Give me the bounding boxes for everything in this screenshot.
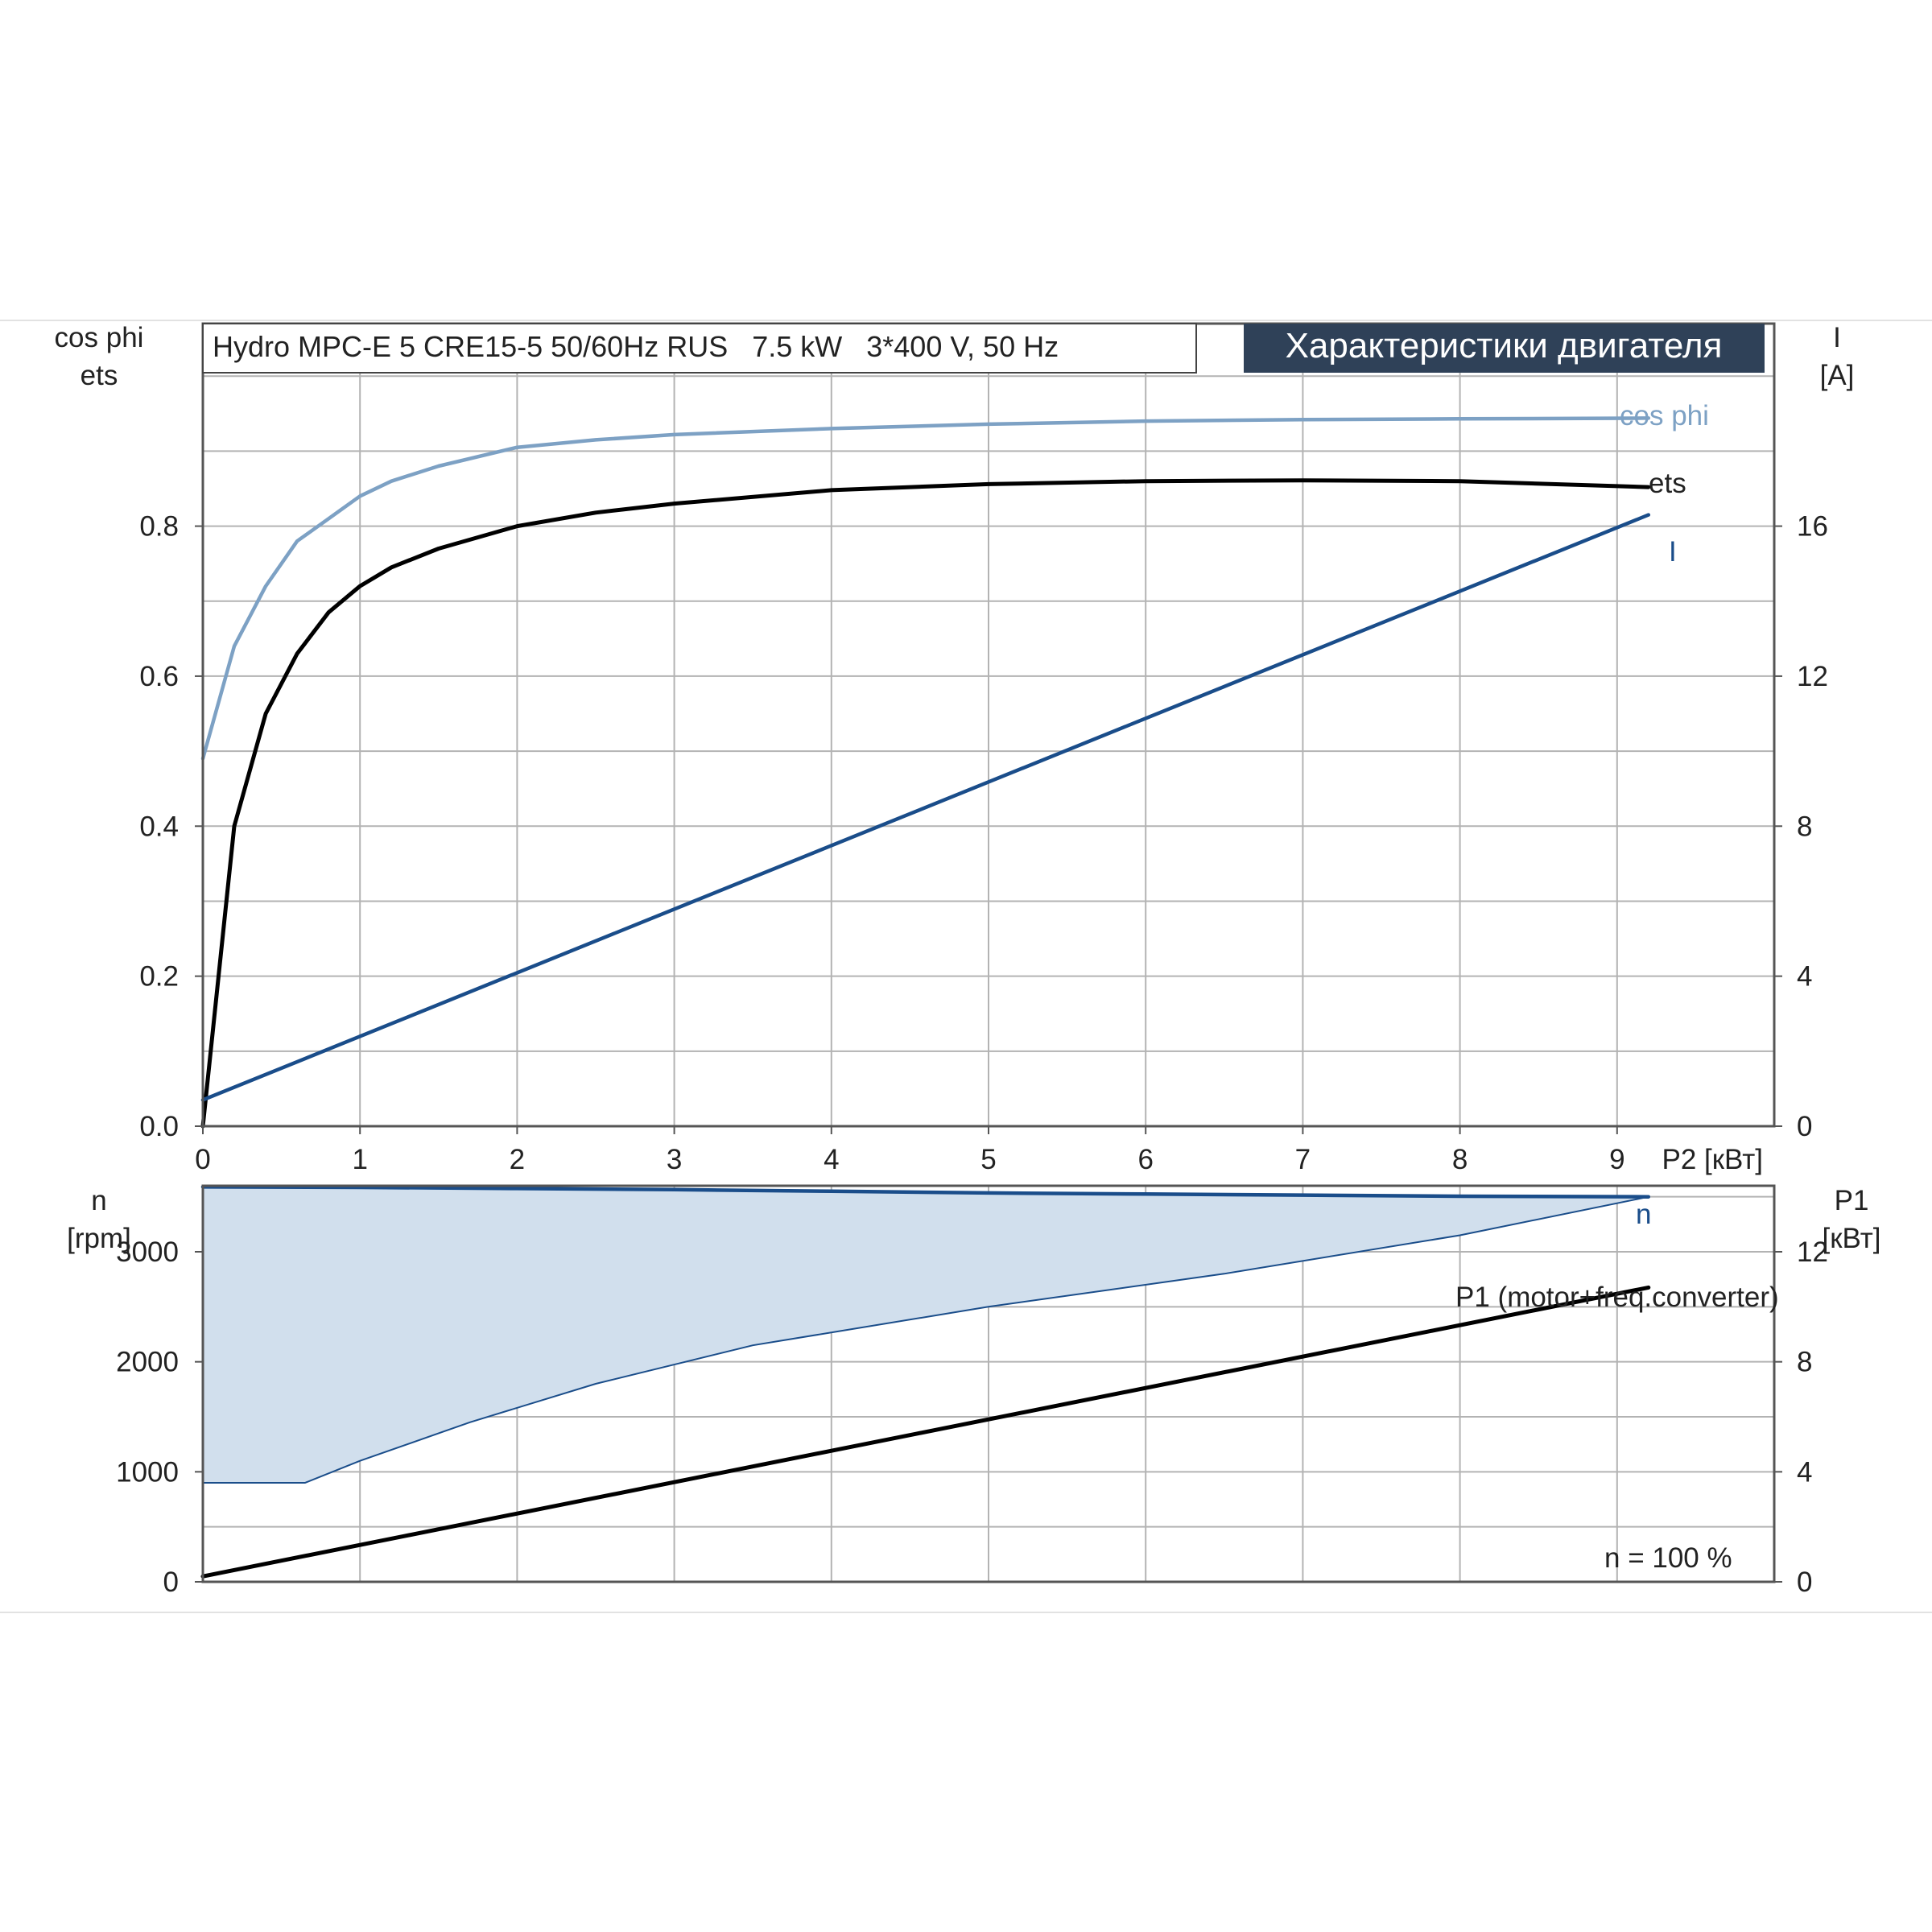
bottom-right-tick-label: 12 (1797, 1236, 1828, 1268)
top-left-tick-label: 0.4 (139, 811, 179, 842)
x-axis-tick-label: 1 (352, 1144, 367, 1175)
top-left-axis-label-ets: ets (80, 360, 118, 391)
x-axis-tick-label: 0 (195, 1144, 210, 1175)
x-axis-tick-label: 5 (980, 1144, 996, 1175)
x-axis-tick-label: 6 (1137, 1144, 1153, 1175)
section-title-box (1244, 324, 1765, 373)
x-axis-label: P2 [кВт] (1662, 1144, 1763, 1175)
top-right-tick-label: 0 (1797, 1111, 1812, 1142)
bottom-left-axis-unit: [rpm] (67, 1223, 131, 1254)
speed-series-label: n (1636, 1199, 1651, 1230)
cos-phi-line (200, 416, 1651, 761)
x-axis-tick-label: 9 (1609, 1144, 1624, 1175)
top-right-axis-unit: [A] (1820, 360, 1855, 391)
product-title: Hydro MPC-E 5 CRE15-5 50/60Hz RUS 7.5 kW… (213, 330, 1059, 363)
top-left-tick-label: 0.0 (139, 1111, 179, 1142)
bottom-chart-ticks: 0 1000 2000 3000 0 4 8 12 (116, 1236, 1828, 1598)
top-chart-grid (203, 324, 1774, 1126)
bottom-right-axis-unit: [кВт] (1823, 1223, 1881, 1254)
top-right-tick-label: 12 (1797, 661, 1828, 692)
bottom-left-tick-label: 3000 (116, 1236, 179, 1268)
bottom-right-tick-label: 0 (1797, 1567, 1812, 1598)
bottom-left-tick-label: 0 (163, 1567, 179, 1598)
p1-line (200, 1285, 1651, 1579)
top-left-axis-label-cos-phi: cos phi (55, 322, 144, 353)
bottom-left-axis-label-n: n (91, 1185, 106, 1216)
x-axis-tick-label: 8 (1452, 1144, 1468, 1175)
current-series-label: I (1669, 536, 1677, 568)
cos-phi-series-label: cos phi (1620, 400, 1709, 431)
top-right-axis-label-i: I (1833, 322, 1841, 353)
bottom-right-axis-label-p1: P1 (1835, 1185, 1869, 1216)
product-title-box (202, 323, 1197, 374)
top-chart-series (200, 416, 1651, 1129)
x-axis-tick-label: 4 (824, 1144, 839, 1175)
x-axis-tick-label: 3 (667, 1144, 682, 1175)
bottom-right-tick-label: 8 (1797, 1347, 1812, 1378)
x-axis-tick-label: 7 (1295, 1144, 1311, 1175)
min-speed-line (203, 1195, 1649, 1484)
top-left-tick-label: 0.8 (139, 511, 179, 543)
speed-range-band (203, 1187, 1649, 1483)
top-left-tick-label: 0.6 (139, 661, 179, 692)
p1-series-label: P1 (motor+freq.converter) (1455, 1282, 1779, 1313)
top-left-tick-label: 0.2 (139, 961, 179, 993)
section-title: Характеристики двигателя (1286, 326, 1723, 365)
top-right-tick-label: 16 (1797, 511, 1828, 543)
speed-line (200, 1185, 1651, 1199)
current-line (200, 513, 1651, 1102)
speed-percent-annotation: n = 100 % (1604, 1542, 1732, 1574)
speed-band-layer (203, 1187, 1649, 1483)
top-right-tick-label: 4 (1797, 961, 1812, 993)
bottom-chart-series (200, 1185, 1651, 1579)
x-axis-tick-label: 2 (510, 1144, 525, 1175)
top-right-tick-label: 8 (1797, 811, 1812, 842)
ets-series-label: ets (1649, 468, 1686, 499)
bottom-left-tick-label: 1000 (116, 1456, 179, 1488)
bottom-chart-frame (201, 1184, 1776, 1583)
bottom-left-tick-label: 2000 (116, 1347, 179, 1378)
bottom-right-tick-label: 4 (1797, 1456, 1812, 1488)
ets-line (200, 478, 1651, 1129)
